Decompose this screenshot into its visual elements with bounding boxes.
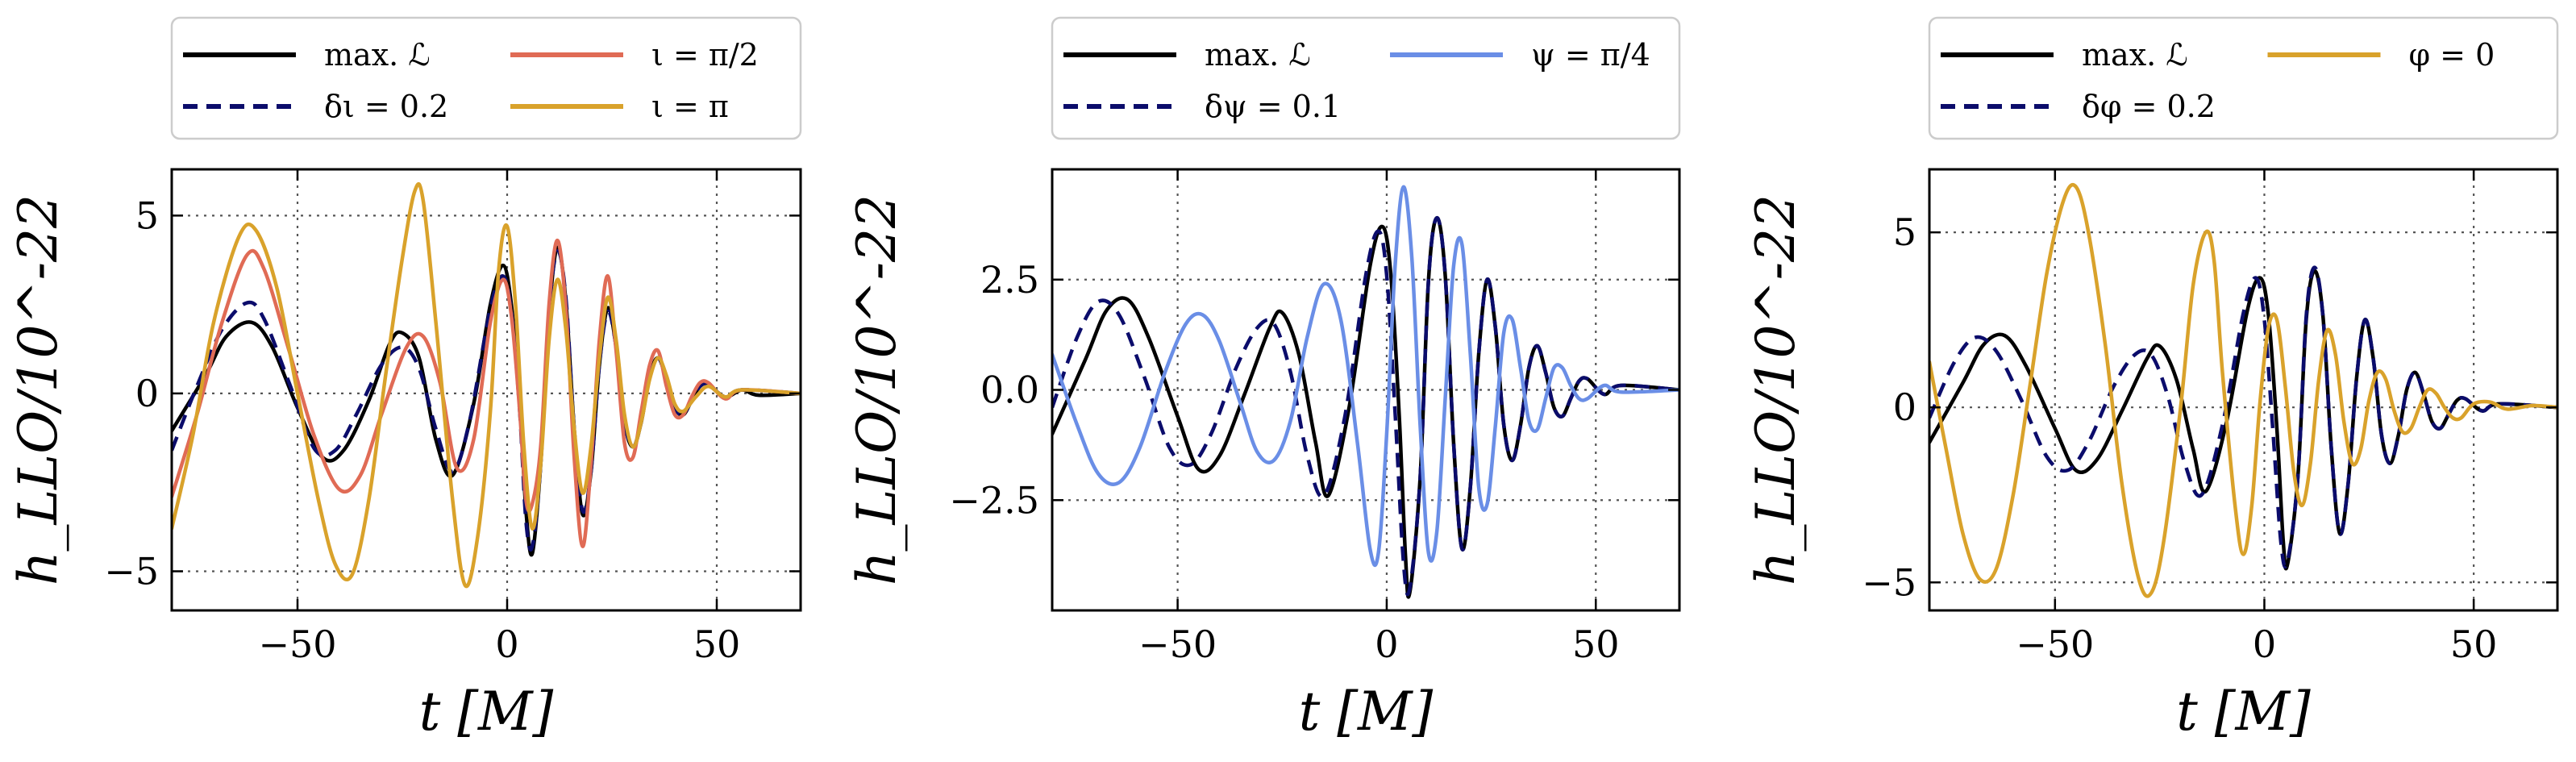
- x-tick-label: 50: [1572, 623, 1620, 666]
- legend-label: φ = 0: [2409, 37, 2495, 73]
- y-tick-label: 0.0: [980, 369, 1039, 412]
- y-tick-label: −2.5: [949, 478, 1039, 522]
- legend-entry: max. ℒ: [1063, 37, 1311, 73]
- legend-entry: max. ℒ: [1941, 37, 2188, 73]
- plot-frame: [170, 168, 802, 612]
- legend-label: δι = 0.2: [324, 89, 448, 124]
- legend-entry: ι = π: [510, 89, 729, 124]
- y-tick-label: 5: [1893, 210, 1916, 254]
- legend-entry: max. ℒ: [183, 37, 431, 73]
- legend-label: δφ = 0.2: [2082, 89, 2216, 124]
- y-tick-label: 0: [135, 372, 159, 415]
- series-group: [172, 182, 801, 589]
- x-axis-label: t [M]: [2176, 681, 2311, 743]
- y-tick-label: 2.5: [980, 258, 1039, 302]
- x-tick-label: −50: [1138, 623, 1217, 666]
- legend-label: max. ℒ: [2082, 37, 2188, 73]
- y-axis-label: h_LLO/10^-22: [7, 194, 69, 585]
- legend-label: max. ℒ: [1205, 37, 1311, 73]
- legend: max. ℒ δι = 0.2 ι = π/2 ι = π: [170, 16, 802, 140]
- panel-polarization: −50 0 50 −2.5 0.0 2.5 t [M] h_LLO/10^-22 max. ℒ δ…: [846, 16, 1681, 743]
- legend-entry: ι = π/2: [510, 37, 759, 73]
- series-line: [172, 182, 801, 589]
- legend-entry: δι = 0.2: [183, 89, 448, 124]
- series-group: [1929, 182, 2557, 598]
- legend-box: [1051, 16, 1681, 140]
- legend-entry: δψ = 0.1: [1063, 89, 1341, 124]
- x-tick-label: −50: [258, 623, 336, 666]
- x-tick-label: 50: [2450, 623, 2498, 666]
- series-group: [1052, 185, 1679, 599]
- y-tick-label: −5: [104, 549, 159, 593]
- y-tick-label: −5: [1862, 560, 1916, 604]
- plot-frame: [1928, 168, 2559, 612]
- y-axis-label: h_LLO/10^-22: [1745, 194, 1807, 585]
- x-tick-label: 0: [495, 623, 518, 666]
- x-tick-label: 0: [2253, 623, 2276, 666]
- legend-label: ι = π: [651, 89, 729, 124]
- legend: max. ℒ δψ = 0.1 ψ = π/4: [1051, 16, 1681, 140]
- legend-label: δψ = 0.1: [1205, 89, 1341, 124]
- x-tick-label: 0: [1375, 623, 1398, 666]
- legend-entry: φ = 0: [2267, 37, 2495, 73]
- series-line: [1052, 185, 1679, 567]
- y-axis-label: h_LLO/10^-22: [846, 194, 908, 585]
- y-tick-label: 5: [135, 194, 159, 237]
- legend: max. ℒ δφ = 0.2 φ = 0: [1928, 16, 2559, 140]
- series-line: [172, 245, 801, 557]
- x-axis-label: t [M]: [419, 681, 554, 743]
- series-line: [1052, 215, 1679, 597]
- x-axis-label: t [M]: [1299, 681, 1434, 743]
- y-tick-label: 0: [1893, 385, 1916, 429]
- legend-label: max. ℒ: [324, 37, 431, 73]
- series-line: [172, 249, 801, 552]
- x-tick-label: 50: [693, 623, 741, 666]
- legend-entry: ψ = π/4: [1390, 37, 1650, 73]
- series-line: [1929, 182, 2557, 598]
- legend-label: ψ = π/4: [1531, 37, 1650, 73]
- x-tick-label: −50: [2016, 623, 2094, 666]
- legend-entry: δφ = 0.2: [1941, 89, 2216, 124]
- legend-box: [170, 16, 802, 140]
- legend-label: ι = π/2: [651, 37, 759, 73]
- legend-box: [1928, 16, 2559, 140]
